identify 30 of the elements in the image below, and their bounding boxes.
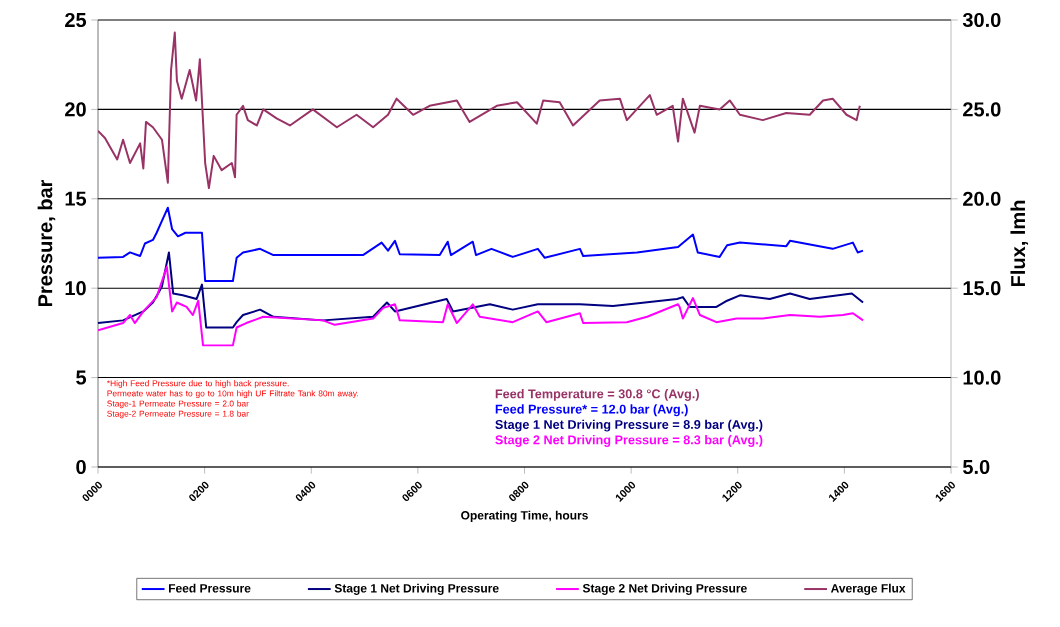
y-tick-label: 5 bbox=[76, 370, 87, 385]
annotation: Stage 2 Net Driving Pressure = 8.3 bar (Avg.) bbox=[495, 435, 763, 447]
y2-tick-label: 5.0 bbox=[962, 459, 990, 475]
x-axis-title: Operating Time, hours bbox=[461, 510, 588, 523]
y2-tick-label: 20.0 bbox=[963, 191, 1001, 206]
annotation: *High Feed Pressure due to high back pressure. bbox=[106, 380, 289, 388]
y2-tick-label: 25.0 bbox=[963, 102, 1001, 117]
annotation: Permeate water has to go to 10m high UF Filtrate Tank 80m away. bbox=[107, 390, 358, 399]
annotation: Stage-1 Permeate Pressure = 2.0 bar bbox=[107, 400, 249, 409]
annotation: Feed Temperature = 30.8 °C (Avg.) bbox=[495, 389, 699, 401]
legend-label: Average Flux bbox=[830, 583, 906, 595]
annotation: Stage-2 Permeate Pressure = 1.8 bar bbox=[107, 410, 249, 419]
legend-label: Stage 1 Net Driving Pressure bbox=[334, 583, 499, 595]
legend-label: Stage 2 Net Driving Pressure bbox=[582, 583, 747, 595]
y2-tick-label: 30.0 bbox=[962, 12, 1001, 28]
y-tick-label: 25 bbox=[65, 12, 87, 28]
y2-tick-label: 15.0 bbox=[963, 281, 1001, 296]
y-axis-title: Pressure, bar bbox=[37, 179, 56, 307]
line-series bbox=[98, 251, 865, 329]
annotation: Stage 1 Net Driving Pressure = 8.9 bar (Avg.) bbox=[495, 419, 763, 432]
annotation: Feed Pressure* = 12.0 bar (Avg.) bbox=[495, 404, 688, 417]
legend-label: Feed Pressure bbox=[168, 583, 251, 593]
line-series bbox=[98, 265, 865, 347]
line-series bbox=[98, 31, 861, 190]
y-tick-label: 20 bbox=[65, 102, 86, 117]
y-tick-label: 0 bbox=[76, 459, 86, 475]
y-tick-label: 10 bbox=[65, 281, 86, 296]
y2-tick-label: 10.0 bbox=[963, 370, 1001, 385]
y2-axis-title: Flux, lmh bbox=[1010, 200, 1029, 287]
y-tick-label: 15 bbox=[65, 191, 87, 206]
